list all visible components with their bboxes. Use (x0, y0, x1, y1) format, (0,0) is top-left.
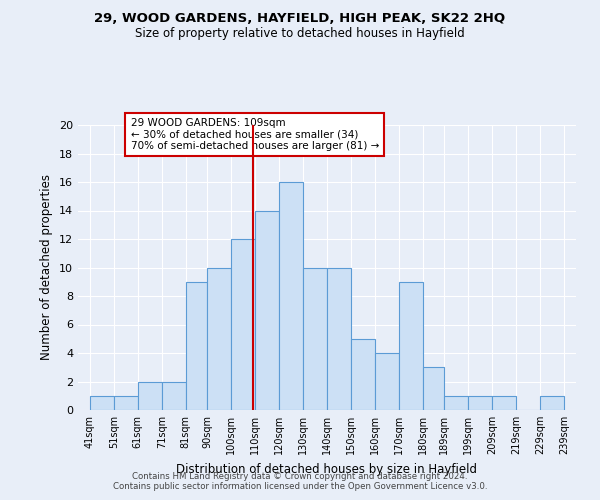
Bar (351, 339, 375, 410)
Bar (90, 396, 114, 410)
Bar (114, 396, 138, 410)
Bar (303, 268, 327, 410)
Bar (423, 367, 445, 410)
Bar (445, 396, 468, 410)
Bar (540, 396, 564, 410)
Bar (399, 282, 423, 410)
Text: 29, WOOD GARDENS, HAYFIELD, HIGH PEAK, SK22 2HQ: 29, WOOD GARDENS, HAYFIELD, HIGH PEAK, S… (94, 12, 506, 26)
Text: 29 WOOD GARDENS: 109sqm
← 30% of detached houses are smaller (34)
70% of semi-de: 29 WOOD GARDENS: 109sqm ← 30% of detache… (131, 118, 379, 151)
Bar (138, 382, 162, 410)
Bar (468, 396, 492, 410)
Bar (279, 182, 303, 410)
Bar (492, 396, 516, 410)
Text: Contains HM Land Registry data © Crown copyright and database right 2024.: Contains HM Land Registry data © Crown c… (132, 472, 468, 481)
X-axis label: Distribution of detached houses by size in Hayfield: Distribution of detached houses by size … (176, 462, 478, 475)
Bar (186, 282, 207, 410)
Text: Contains public sector information licensed under the Open Government Licence v3: Contains public sector information licen… (113, 482, 487, 491)
Bar (207, 268, 231, 410)
Y-axis label: Number of detached properties: Number of detached properties (40, 174, 53, 360)
Bar (162, 382, 186, 410)
Bar (255, 210, 279, 410)
Bar (231, 239, 255, 410)
Text: Size of property relative to detached houses in Hayfield: Size of property relative to detached ho… (135, 28, 465, 40)
Bar (375, 353, 399, 410)
Bar (327, 268, 351, 410)
